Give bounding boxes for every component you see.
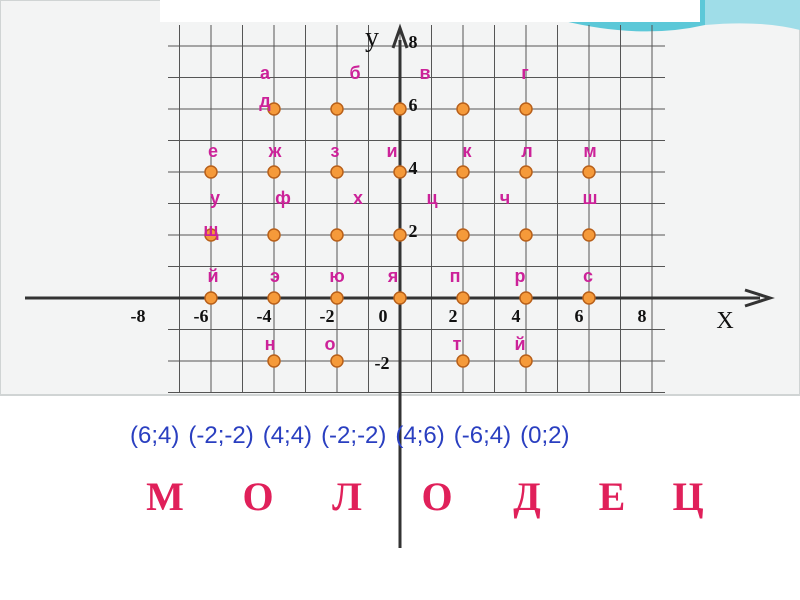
point — [330, 228, 344, 242]
point-letter: ч — [500, 188, 510, 208]
point-letter: б — [349, 63, 360, 83]
point — [330, 102, 344, 116]
point — [267, 165, 281, 179]
coordinate-pair: (0;2) — [520, 422, 569, 449]
answer-letter: Д — [513, 474, 541, 519]
point — [393, 165, 407, 179]
coordinate-pair: (-2;-2) — [188, 422, 253, 449]
point — [456, 165, 470, 179]
point — [456, 354, 470, 368]
point-letter: э — [270, 266, 280, 286]
point-letter: ф — [275, 188, 291, 208]
point-letter: х — [353, 188, 363, 208]
decor-wave — [705, 0, 800, 30]
point-letter: т — [453, 334, 462, 354]
answer-letter: Л — [332, 474, 362, 519]
point-letter: й — [207, 266, 218, 286]
point-letter: с — [583, 266, 593, 286]
point — [330, 291, 344, 305]
answer-letter: О — [421, 474, 452, 519]
y-tick-label: 8 — [409, 32, 418, 52]
y-tick-label: -2 — [375, 353, 390, 373]
coordinate-pair: (4;6) — [395, 422, 444, 449]
y-axis-label: у — [365, 22, 379, 53]
point-letter: ю — [329, 266, 344, 286]
point — [267, 354, 281, 368]
x-tick-label: -6 — [194, 306, 209, 326]
point-letter: ц — [426, 188, 437, 208]
x-tick-label: 8 — [638, 306, 647, 326]
point — [519, 228, 533, 242]
point-letter: е — [208, 141, 218, 161]
y-arrow — [391, 23, 409, 49]
point-letter: а — [260, 63, 271, 83]
origin-label: 0 — [379, 306, 388, 326]
point — [582, 165, 596, 179]
point-letter: в — [419, 63, 430, 83]
point-letter: н — [265, 334, 276, 354]
point-letter: з — [331, 141, 340, 161]
point-letter: щ — [203, 220, 219, 240]
point-letter: г — [521, 63, 529, 83]
point-letter: у — [210, 188, 220, 208]
point — [204, 291, 218, 305]
point — [519, 354, 533, 368]
answer-letter: Е — [599, 474, 626, 519]
y-tick-label: 2 — [409, 221, 418, 241]
x-axis-label: X — [716, 308, 733, 334]
coordinate-pair: (4;4) — [263, 422, 312, 449]
x-tick-label: -4 — [257, 306, 272, 326]
point-letter: ш — [582, 188, 597, 208]
point — [330, 354, 344, 368]
x-tick-label: 6 — [575, 306, 584, 326]
answer-letter: Ц — [672, 474, 703, 519]
point — [519, 291, 533, 305]
y-tick-label: 4 — [409, 158, 418, 178]
point-letter: д — [259, 91, 271, 111]
point — [393, 102, 407, 116]
point — [456, 102, 470, 116]
coordinate-pair: (6;4) — [130, 422, 179, 449]
point-letter: р — [515, 266, 526, 286]
point — [582, 228, 596, 242]
point-letter: и — [386, 141, 397, 161]
point — [582, 291, 596, 305]
answer-letter: М — [146, 474, 184, 519]
point — [393, 228, 407, 242]
point — [519, 165, 533, 179]
point — [456, 228, 470, 242]
coordinate-pair: (-2;-2) — [321, 422, 386, 449]
x-tick-label: 4 — [512, 306, 521, 326]
point — [456, 291, 470, 305]
y-tick-label: 6 — [409, 95, 418, 115]
x-tick-label: 2 — [449, 306, 458, 326]
point-letter: я — [387, 266, 399, 286]
point-letter: й — [514, 334, 525, 354]
point-letter: л — [521, 141, 532, 161]
point-letter: к — [462, 141, 472, 161]
point — [330, 165, 344, 179]
point — [204, 228, 218, 242]
point — [267, 228, 281, 242]
point — [393, 291, 407, 305]
point — [267, 102, 281, 116]
coordinate-pair: (-6;4) — [454, 422, 511, 449]
point — [204, 165, 218, 179]
point — [267, 291, 281, 305]
point-letter: ж — [268, 141, 282, 161]
point-letter: п — [450, 266, 461, 286]
x-arrow — [744, 288, 775, 308]
answer-letter: О — [242, 474, 273, 519]
point-letter: о — [325, 334, 336, 354]
x-tick-label: -8 — [131, 306, 146, 326]
title-area — [160, 0, 700, 22]
point — [519, 102, 533, 116]
x-tick-label: -2 — [320, 306, 335, 326]
point-letter: м — [583, 141, 596, 161]
